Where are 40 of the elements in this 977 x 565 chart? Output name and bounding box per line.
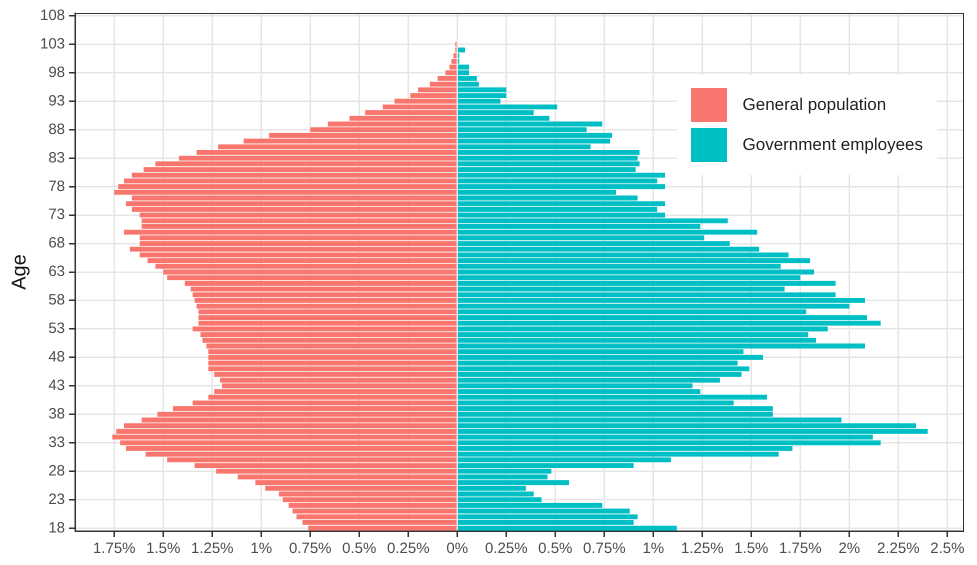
x-tick-label: 1%: [250, 540, 272, 558]
y-tick-label: 23: [48, 490, 66, 508]
y-axis-title: Age: [8, 254, 31, 290]
x-tick-label: 0.75%: [583, 540, 626, 558]
y-tick-label: 83: [48, 149, 66, 166]
legend-label: General population: [742, 95, 886, 115]
y-tick-label: 48: [48, 348, 66, 366]
y-tick-label: 38: [48, 405, 66, 422]
x-tick-label: 1.25%: [681, 540, 724, 558]
x-tick-label: 0.5%: [538, 540, 572, 558]
y-tick-label: 18: [48, 519, 66, 536]
x-tick-label: 2.25%: [877, 540, 920, 558]
x-tick-label: 0.5%: [342, 540, 376, 558]
x-tick-label: 0%: [446, 540, 468, 558]
y-tick-label: 88: [48, 120, 66, 138]
x-tick-label: 0.25%: [386, 540, 430, 558]
y-tick-label: 53: [48, 320, 66, 338]
legend-label: Government employees: [742, 135, 923, 155]
y-tick-label: 28: [48, 462, 66, 480]
x-tick-label: 0.75%: [288, 540, 332, 558]
x-tick-label: 1.5%: [146, 540, 180, 558]
y-tick-label: 108: [40, 6, 66, 24]
y-tick-label: 93: [48, 92, 66, 110]
y-tick-label: 58: [48, 292, 66, 309]
x-tick-label: 1.5%: [734, 540, 768, 558]
y-tick-label: 103: [40, 35, 66, 52]
x-tick-label: 2.5%: [930, 540, 964, 558]
x-tick-label: 1.75%: [779, 540, 822, 558]
y-tick-label: 68: [48, 234, 66, 252]
x-tick-label: 1.25%: [190, 540, 234, 558]
x-tick-label: 2%: [838, 540, 860, 558]
y-tick-label: 43: [48, 376, 66, 394]
y-tick-label: 33: [48, 434, 66, 451]
y-tick-label: 78: [48, 178, 66, 195]
y-tick-label: 63: [48, 263, 66, 280]
x-tick-label: 1.75%: [92, 540, 136, 558]
x-tick-label: 0.25%: [485, 540, 528, 558]
y-tick-label: 98: [48, 64, 66, 81]
x-tick-label: 1%: [642, 540, 664, 558]
y-tick-label: 73: [48, 206, 66, 224]
